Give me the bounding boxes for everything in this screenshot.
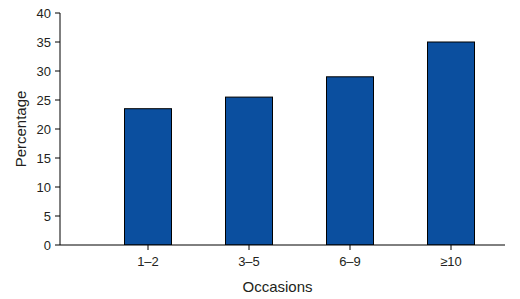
x-axis-label: Occasions [242, 278, 312, 295]
y-tick [55, 13, 60, 14]
y-tick-label: 0 [44, 238, 51, 253]
x-tick-label: ≥10 [440, 254, 462, 269]
y-tick [55, 129, 60, 130]
y-tick [55, 158, 60, 159]
bar [125, 109, 172, 245]
y-axis-label: Percentage [12, 91, 29, 168]
x-tick-label: 1–2 [137, 254, 159, 269]
chart-svg: 0 5 10 15 20 25 30 35 40 1–2 3–5 6–9 ≥10 Occasions Per… [0, 0, 520, 299]
y-tick-label: 10 [37, 180, 51, 195]
bar [327, 77, 374, 245]
x-tick-label: 6–9 [339, 254, 361, 269]
chart-container: 0 5 10 15 20 25 30 35 40 1–2 3–5 6–9 ≥10 Occasions Per… [0, 0, 520, 299]
x-tick-label: 3–5 [238, 254, 260, 269]
y-tick-label: 40 [37, 6, 51, 21]
x-tick [451, 245, 452, 250]
x-tick [249, 245, 250, 250]
y-tick-label: 35 [37, 35, 51, 50]
y-tick [55, 187, 60, 188]
y-tick [55, 71, 60, 72]
x-tick [350, 245, 351, 250]
y-tick [55, 42, 60, 43]
y-tick [55, 245, 60, 246]
y-tick-label: 15 [37, 151, 51, 166]
y-tick-label: 5 [44, 209, 51, 224]
x-tick [148, 245, 149, 250]
y-tick [55, 100, 60, 101]
y-tick [55, 216, 60, 217]
y-tick-label: 20 [37, 122, 51, 137]
bar [226, 97, 273, 245]
y-tick-label: 25 [37, 93, 51, 108]
x-axis [60, 245, 505, 246]
bar [428, 42, 475, 245]
bars [125, 42, 475, 245]
y-tick-label: 30 [37, 64, 51, 79]
